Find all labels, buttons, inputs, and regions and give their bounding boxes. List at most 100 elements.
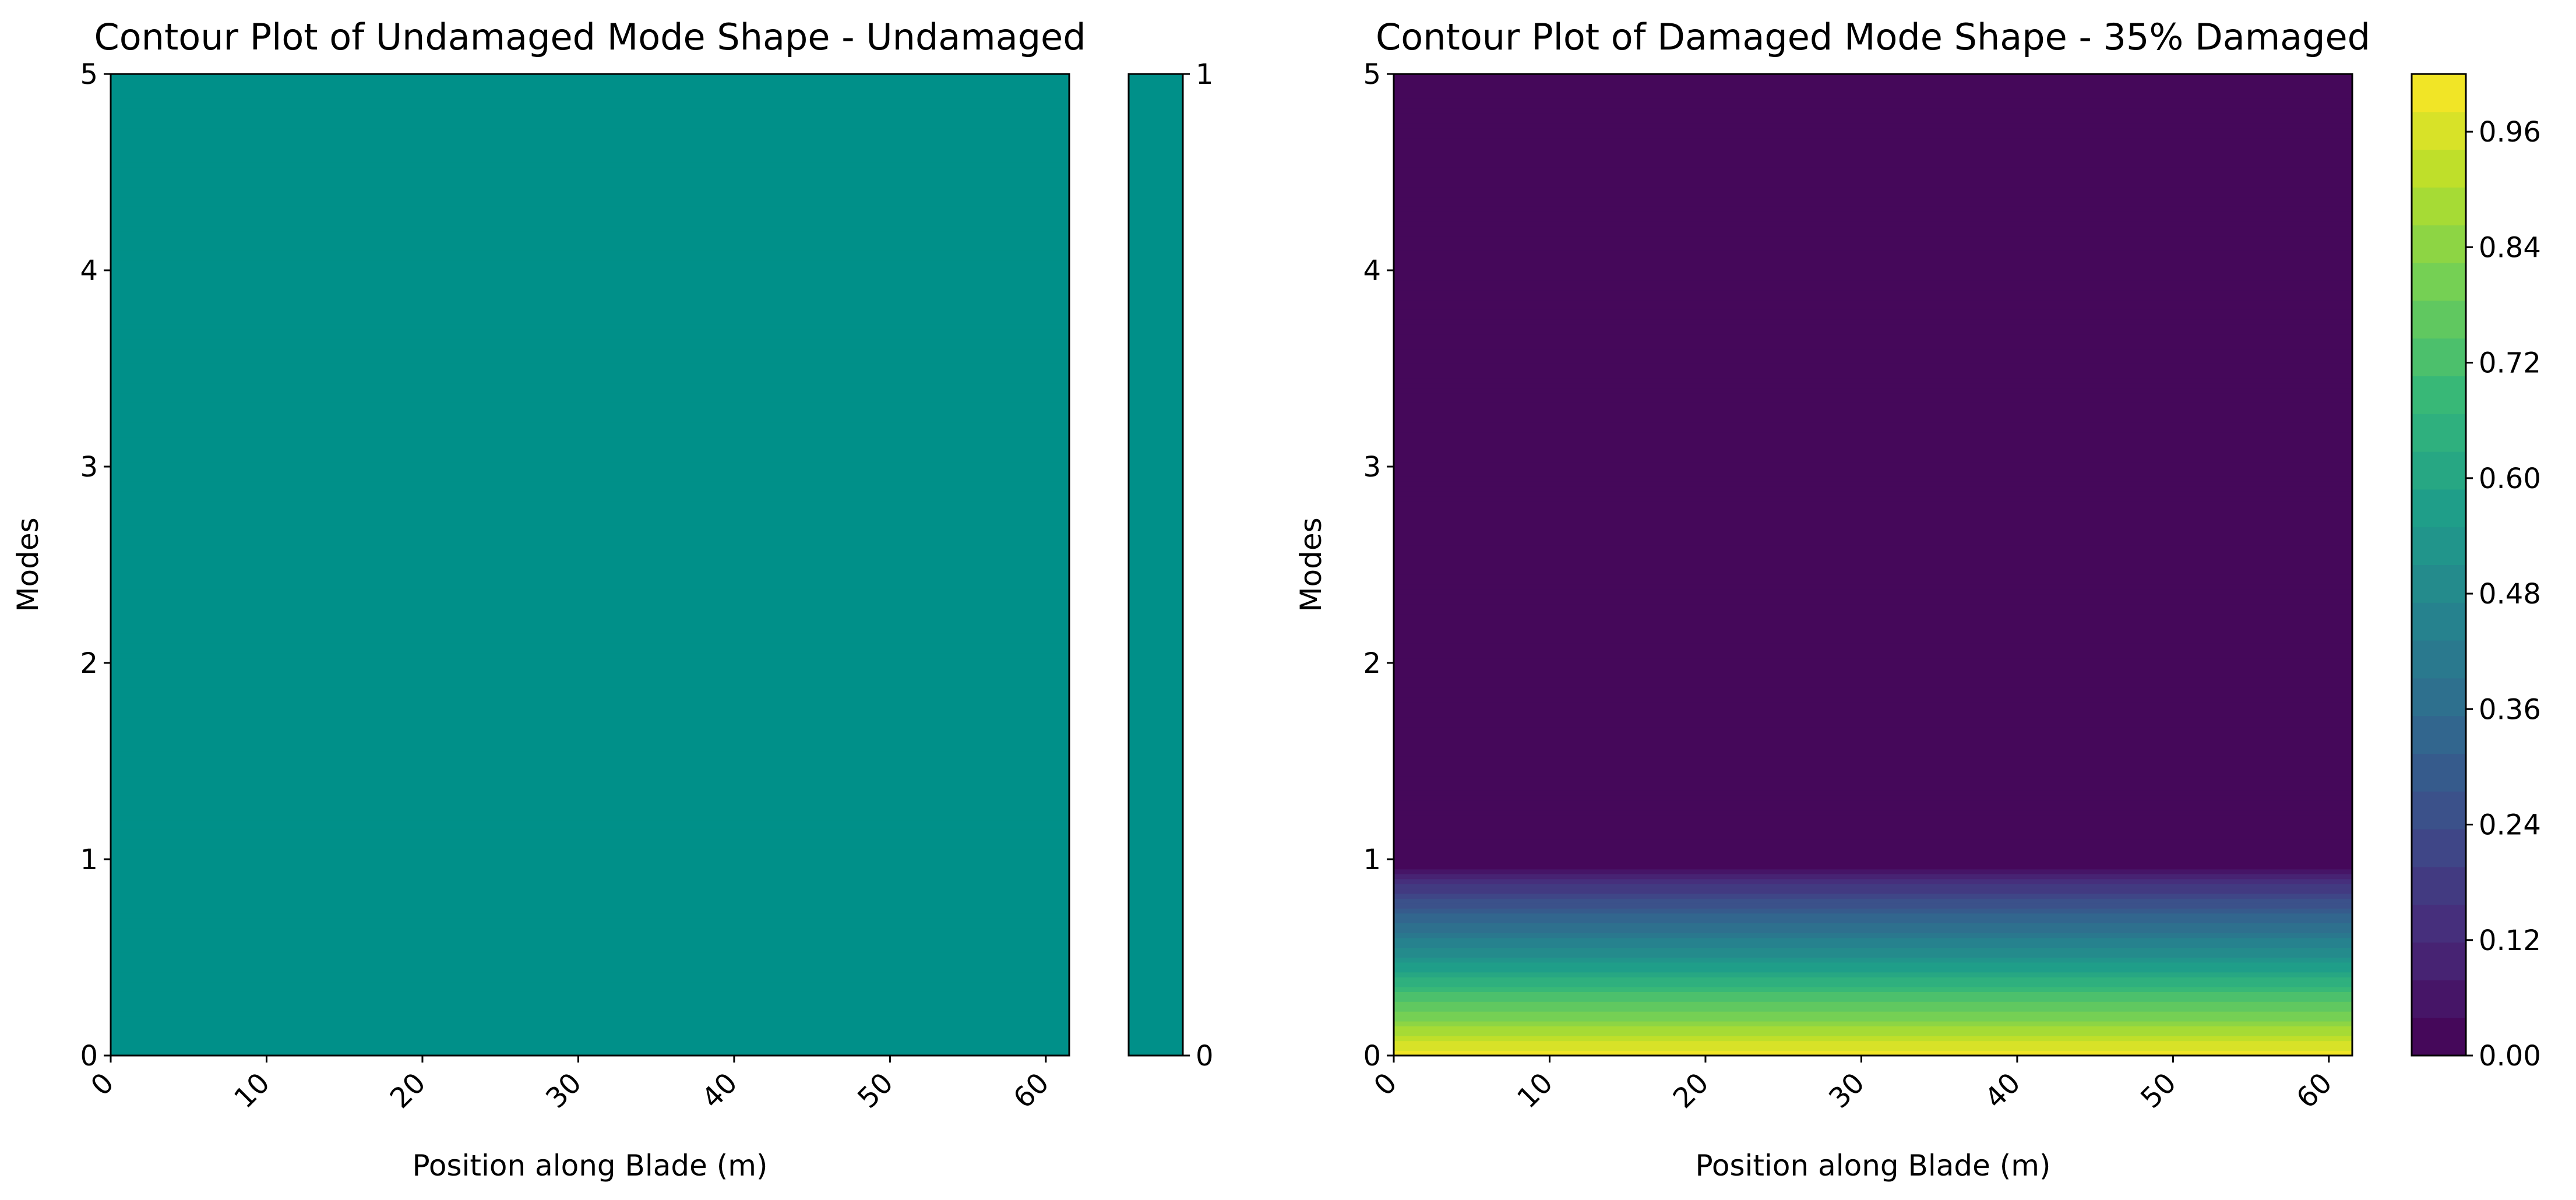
- contour-band: [1394, 122, 2352, 129]
- contour-band: [1394, 446, 2352, 453]
- y-axis-label: Modes: [1294, 517, 1328, 612]
- y-tick-label: 4: [1363, 255, 1381, 287]
- contour-band: [1394, 579, 2352, 585]
- contour-band: [1394, 814, 2352, 821]
- contour-band: [1394, 319, 2352, 325]
- contour-band: [111, 623, 1069, 629]
- contour-band: [1394, 623, 2352, 629]
- colorbar-level: [2412, 338, 2466, 376]
- contour-band: [1394, 329, 2352, 335]
- contour-band: [111, 672, 1069, 678]
- contour-band: [1394, 662, 2352, 668]
- contour-band: [1394, 800, 2352, 806]
- contour-band: [111, 633, 1069, 639]
- contour-band: [111, 373, 1069, 379]
- contour-band: [111, 363, 1069, 369]
- contour-band: [1394, 432, 2352, 437]
- colorbar-tick-label: 0.12: [2479, 924, 2541, 957]
- contour-band: [1394, 1040, 2352, 1046]
- contour-band: [1394, 859, 2352, 864]
- contour-band: [111, 638, 1069, 644]
- contour-band: [1394, 780, 2352, 786]
- contour-band: [1394, 274, 2352, 281]
- contour-band: [111, 810, 1069, 816]
- contour-band: [111, 73, 1069, 79]
- contour-band: [111, 338, 1069, 344]
- contour-band: [111, 721, 1069, 728]
- contour-band: [1394, 206, 2352, 212]
- contour-band: [111, 280, 1069, 285]
- contour-band: [111, 991, 1069, 997]
- contour-band: [1394, 824, 2352, 830]
- contour-band: [1394, 422, 2352, 428]
- contour-band: [111, 260, 1069, 266]
- contour-band: [111, 947, 1069, 953]
- contour-band: [111, 770, 1069, 777]
- contour-band: [1394, 638, 2352, 644]
- contour-band: [1394, 736, 2352, 742]
- contour-band: [111, 662, 1069, 668]
- contour-band: [1394, 731, 2352, 737]
- contour-band: [111, 132, 1069, 139]
- contour-band: [111, 658, 1069, 663]
- contour-band: [1394, 658, 2352, 663]
- contour-band: [111, 677, 1069, 683]
- contour-band: [111, 309, 1069, 315]
- contour-band: [111, 761, 1069, 767]
- contour-band: [1394, 128, 2352, 133]
- contour-band: [111, 387, 1069, 394]
- contour-band: [111, 1021, 1069, 1026]
- colorbar-level: [2412, 224, 2466, 263]
- contour-band: [111, 353, 1069, 359]
- contour-band: [111, 265, 1069, 271]
- contour-band: [1394, 613, 2352, 619]
- contour-band: [1394, 790, 2352, 796]
- contour-band: [111, 83, 1069, 89]
- contour-band: [1394, 231, 2352, 237]
- colorbar-level: [2412, 979, 2466, 1018]
- contour-band: [1394, 1050, 2352, 1056]
- contour-band: [1394, 98, 2352, 104]
- contour-band: [1394, 368, 2352, 374]
- contour-band: [1394, 667, 2352, 673]
- contour-band: [111, 549, 1069, 556]
- contour-band: [111, 1040, 1069, 1046]
- contour-band: [111, 707, 1069, 712]
- contour-band: [111, 377, 1069, 384]
- contour-band: [111, 652, 1069, 659]
- contour-band: [111, 274, 1069, 281]
- x-tick-label: 30: [1823, 1067, 1871, 1115]
- contour-band: [1394, 608, 2352, 615]
- contour-band: [1394, 324, 2352, 330]
- contour-band: [1394, 707, 2352, 712]
- contour-band: [1394, 962, 2352, 968]
- contour-band: [1394, 898, 2352, 904]
- contour-band: [111, 545, 1069, 550]
- colorbar-level: [2412, 828, 2466, 867]
- contour-band: [1394, 917, 2352, 924]
- contour-band: [111, 869, 1069, 874]
- contour-band: [111, 927, 1069, 933]
- colorbar-level: [2412, 753, 2466, 792]
- contour-band: [1394, 393, 2352, 398]
- contour-band: [111, 1045, 1069, 1051]
- contour-band: [111, 436, 1069, 443]
- y-tick-label: 2: [80, 647, 98, 680]
- contour-band: [1394, 397, 2352, 403]
- colorbar-level: [2412, 527, 2466, 565]
- colorbar-level: [2412, 602, 2466, 641]
- contour-band: [1394, 717, 2352, 722]
- contour-band: [111, 201, 1069, 207]
- contour-band: [111, 800, 1069, 806]
- colorbar-frame: [2411, 73, 2467, 1057]
- contour-band: [111, 216, 1069, 222]
- contour-band: [111, 358, 1069, 364]
- contour-band: [111, 368, 1069, 374]
- contour-band: [111, 878, 1069, 884]
- contour-band: [111, 270, 1069, 276]
- contour-band: [111, 966, 1069, 973]
- contour-band: [1394, 957, 2352, 963]
- y-tick-label: 3: [80, 451, 98, 483]
- contour-band: [1394, 93, 2352, 99]
- contour-band: [1394, 756, 2352, 761]
